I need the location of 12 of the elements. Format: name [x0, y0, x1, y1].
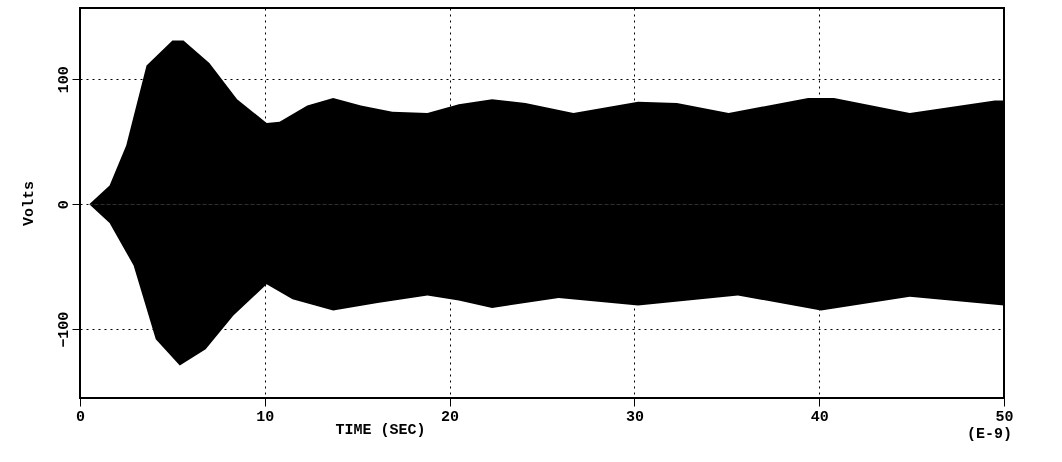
x-tick-label: 20	[441, 408, 460, 426]
y-tick-label: −100	[55, 311, 73, 348]
text: (E-9)	[966, 426, 1012, 443]
y-tick-label: 0	[55, 200, 73, 210]
y-axis-title: Volts	[20, 180, 38, 227]
x-tick-label: 0	[75, 408, 86, 426]
x-tick-label: 30	[625, 408, 644, 426]
x-tick-label: 40	[810, 408, 829, 426]
y-tick-label: 100	[55, 66, 73, 94]
x-tick-label: 50	[995, 408, 1014, 426]
x-axis-title: TIME (SEC)	[335, 421, 426, 439]
x-tick-label: 10	[256, 408, 275, 426]
